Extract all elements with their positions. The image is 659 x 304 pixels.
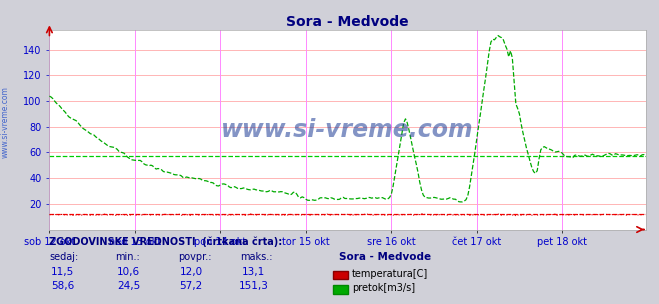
Text: min.:: min.: — [115, 252, 140, 262]
Text: 151,3: 151,3 — [239, 282, 269, 292]
Title: Sora - Medvode: Sora - Medvode — [286, 15, 409, 29]
Text: maks.:: maks.: — [241, 252, 273, 262]
Text: sedaj:: sedaj: — [49, 252, 78, 262]
Text: 12,0: 12,0 — [179, 267, 203, 277]
Text: pretok[m3/s]: pretok[m3/s] — [352, 283, 415, 293]
Text: 11,5: 11,5 — [51, 267, 74, 277]
Text: 58,6: 58,6 — [51, 282, 74, 292]
Text: 24,5: 24,5 — [117, 282, 140, 292]
Text: temperatura[C]: temperatura[C] — [352, 269, 428, 279]
Text: 57,2: 57,2 — [179, 282, 203, 292]
Text: www.si-vreme.com: www.si-vreme.com — [1, 86, 10, 157]
Text: povpr.:: povpr.: — [178, 252, 212, 262]
Text: 10,6: 10,6 — [117, 267, 140, 277]
Text: Sora - Medvode: Sora - Medvode — [339, 252, 432, 262]
Text: 13,1: 13,1 — [242, 267, 266, 277]
Text: www.si-vreme.com: www.si-vreme.com — [221, 118, 474, 142]
Text: ZGODOVINSKE VREDNOSTI  (črtkana črta):: ZGODOVINSKE VREDNOSTI (črtkana črta): — [49, 236, 283, 247]
